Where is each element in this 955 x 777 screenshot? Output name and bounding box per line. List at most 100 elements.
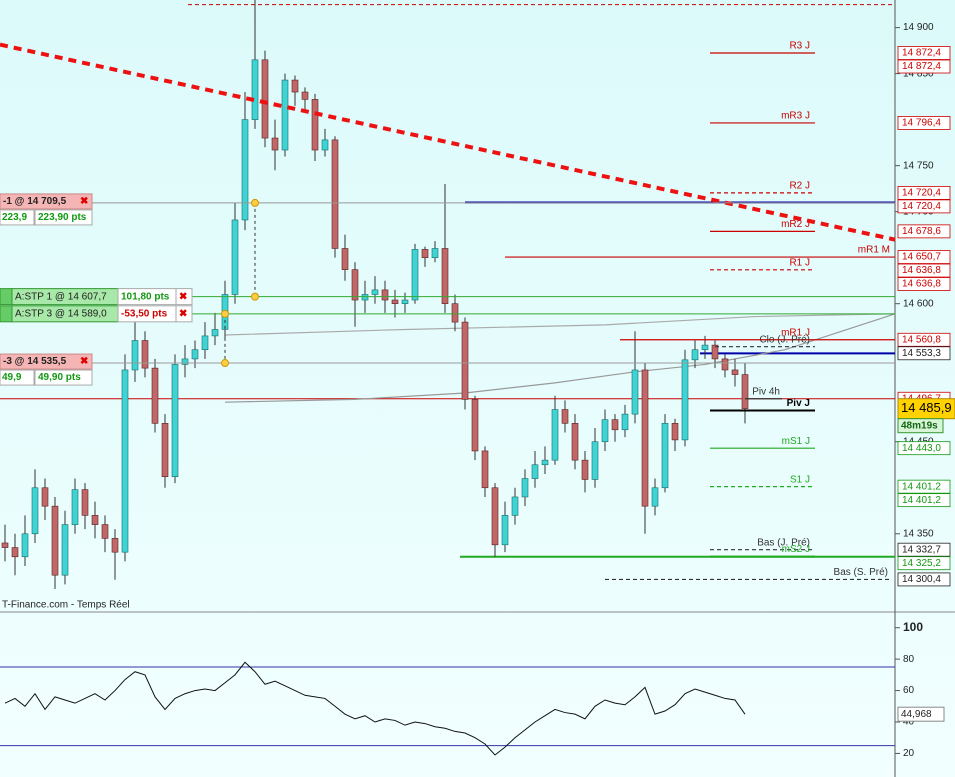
candle-body (261, 59, 269, 139)
candle-body (301, 91, 309, 100)
price-label-box (897, 332, 951, 347)
order-icon (0, 305, 13, 323)
price-label-box (897, 46, 951, 60)
pivot-label: R2 J (789, 181, 810, 192)
price-label-box (897, 556, 951, 571)
price-label-box (897, 493, 951, 508)
order-pts: -53,50 pts (121, 308, 168, 319)
price-label-box (897, 263, 951, 278)
price-label-box (897, 199, 951, 214)
candle-body (741, 374, 749, 409)
candle-body (661, 423, 669, 489)
price-label: 14 443,0 (902, 443, 941, 454)
candle-body (731, 369, 739, 375)
price-label-box (897, 277, 951, 291)
candle-body (501, 515, 509, 546)
candle-body (181, 358, 189, 365)
order-label: A:STP 1 @ 14 607,7 (15, 291, 107, 302)
candle-body (1, 542, 9, 548)
candle-body (621, 413, 629, 431)
candle-body (121, 369, 129, 553)
order-label: -1 @ 14 709,5 (3, 196, 67, 207)
candle-body (91, 515, 99, 525)
candle-body (201, 335, 209, 351)
order-pts: 223,90 pts (38, 212, 87, 223)
candle-body (561, 409, 569, 424)
qty-box (0, 369, 35, 386)
y-tick-label: 14 600 (903, 298, 934, 309)
order-dot (251, 198, 259, 207)
close-box (175, 305, 193, 323)
candle-body (651, 487, 659, 507)
pivot-label: Bas (S. Pré) (834, 567, 888, 578)
price-label-box (897, 479, 951, 494)
osc-current: 44,968 (901, 709, 932, 720)
y-tick-label: 14 350 (903, 528, 934, 539)
candle-body (141, 340, 149, 369)
candle-body (371, 289, 379, 295)
trendline (0, 42, 896, 242)
price-label: 14 300,4 (902, 574, 941, 585)
pivot-label: mR3 J (781, 111, 810, 122)
pts-box (34, 369, 93, 386)
price-label-box (897, 224, 951, 239)
candle-body (61, 524, 69, 576)
pts-box (34, 209, 93, 226)
price-label: 14 401,2 (902, 481, 941, 492)
price-label: 14 872,4 (902, 48, 941, 59)
candle-body (691, 349, 699, 361)
order-label: -3 @ 14 535,5 (3, 356, 67, 367)
order-dot (251, 292, 259, 301)
candle-body (481, 450, 489, 489)
candle-body (711, 344, 719, 360)
candle-body (421, 249, 429, 258)
y-tick-label: 14 900 (903, 22, 934, 33)
candle-body (21, 533, 29, 558)
candle-body (671, 423, 679, 441)
order-box (0, 353, 93, 370)
order-dot (221, 359, 229, 368)
close-box (175, 288, 193, 306)
osc-tick-label: 40 (903, 717, 915, 728)
price-label: 14 560,8 (902, 334, 941, 345)
candle-body (531, 464, 539, 479)
osc-tick-label: 80 (903, 654, 915, 665)
candle-body (541, 459, 549, 466)
candle-body (721, 358, 729, 371)
candle-body (341, 248, 349, 270)
price-label: 14 332,7 (902, 544, 941, 555)
price-label-box (897, 572, 951, 587)
order-box (0, 193, 93, 210)
candle-body (251, 59, 259, 120)
price-label-box (897, 542, 951, 557)
pivot-label: S1 J (790, 474, 810, 485)
candle-body (381, 289, 389, 301)
order-close: ✖ (80, 196, 88, 207)
price-label: 14 872,4 (902, 61, 941, 72)
timer: 48m19s (901, 420, 938, 431)
candle-body (311, 99, 319, 151)
price-label-box (897, 346, 951, 361)
price-label-box (897, 59, 951, 74)
candle-body (391, 299, 399, 304)
candle-body (161, 423, 169, 478)
candle-body (461, 321, 469, 400)
candle-body (471, 399, 479, 452)
candle-body (131, 340, 139, 371)
order-dot (221, 309, 229, 318)
candle-body (641, 369, 649, 507)
order-qty: 49,9 (2, 372, 22, 383)
candle-body (491, 487, 499, 546)
candle-body (291, 79, 299, 93)
candle-body (81, 489, 89, 516)
osc-current-box (897, 706, 945, 722)
pivot-label: R3 J (789, 41, 810, 52)
candle-body (431, 248, 439, 258)
price-label: 14 796,4 (902, 118, 941, 129)
moving-average (224, 313, 896, 403)
candle-body (601, 419, 609, 443)
price-label-box (897, 441, 951, 456)
candle-body (681, 359, 689, 441)
order-qty: 223,9 (2, 212, 27, 223)
candle-body (51, 505, 59, 576)
